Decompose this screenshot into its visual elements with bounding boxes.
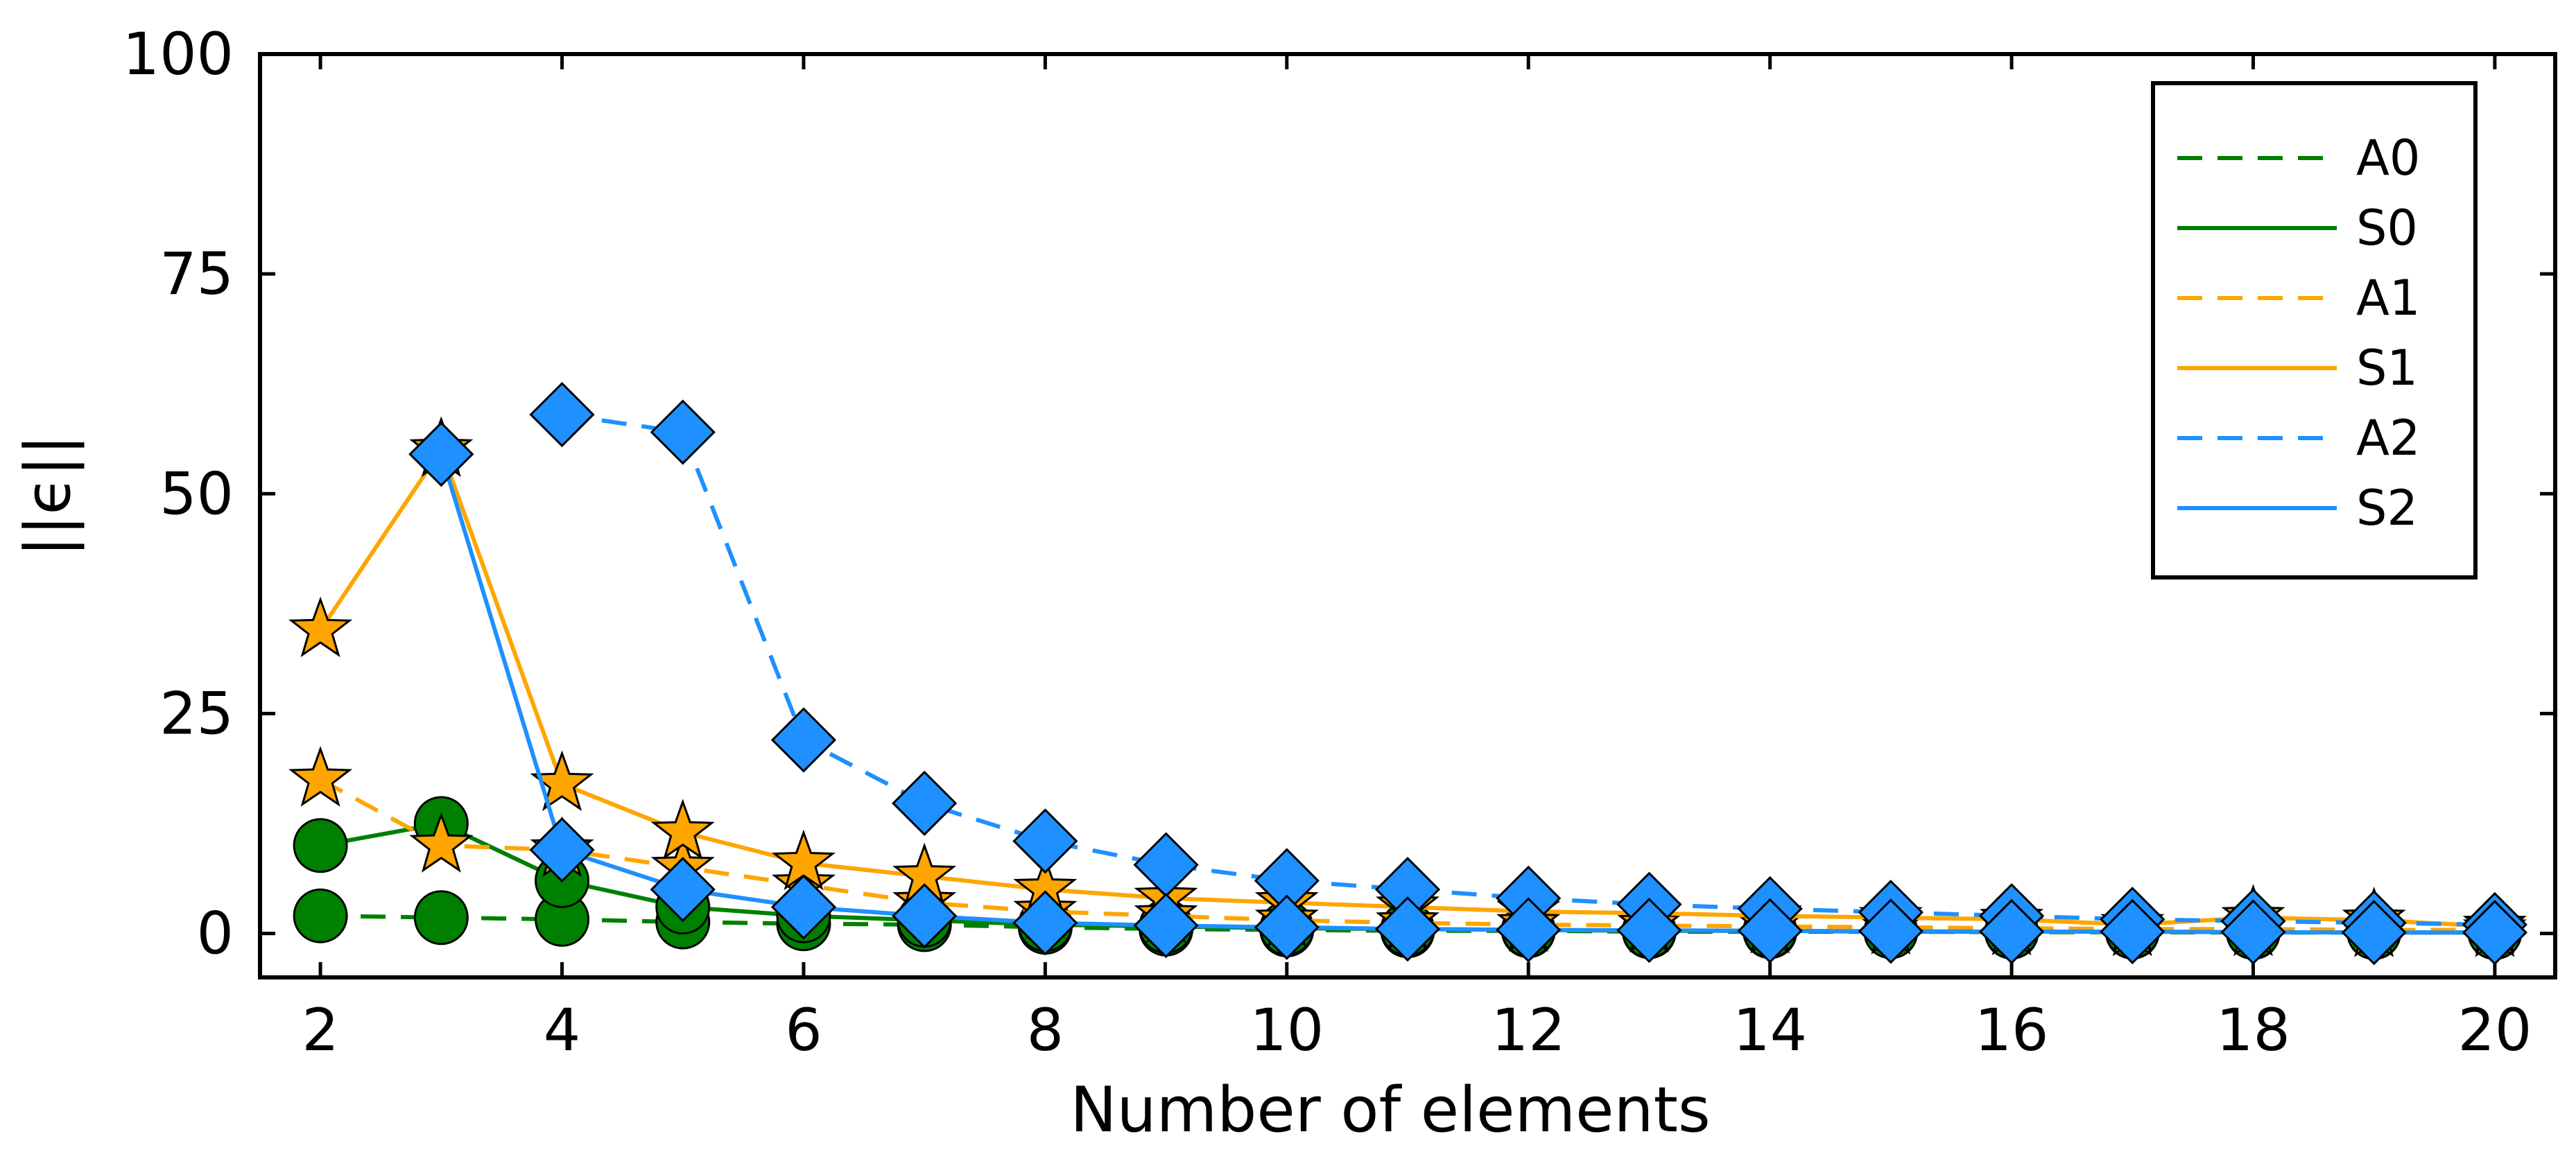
series-layer xyxy=(288,381,2528,966)
data-point-star xyxy=(288,596,353,658)
x-tick-label: 20 xyxy=(2457,996,2532,1064)
y-tick-label: 25 xyxy=(159,679,234,747)
x-tick-label: 6 xyxy=(785,996,822,1064)
data-point-diamond xyxy=(1012,808,1078,874)
legend: A0 S0 A1 S1 A2 S2 xyxy=(2151,81,2478,580)
y-axis-label: ||ϵ|| xyxy=(12,435,85,557)
data-point-diamond xyxy=(1616,898,1682,964)
y-tick-label: 75 xyxy=(159,240,234,308)
plot-frame xyxy=(258,52,2557,979)
data-point-circle xyxy=(293,818,348,873)
x-tick-label: 14 xyxy=(1733,996,1807,1064)
data-point-circle xyxy=(413,890,469,946)
legend-box xyxy=(2151,81,2478,580)
data-point-diamond xyxy=(650,857,716,923)
series-line xyxy=(562,412,2495,927)
plot-area xyxy=(258,52,2557,979)
data-point-diamond xyxy=(650,399,716,465)
x-tick-label: 18 xyxy=(2216,996,2290,1064)
data-point-star xyxy=(409,812,474,873)
data-point-diamond xyxy=(892,770,958,836)
legend-label: A2 xyxy=(2356,410,2420,467)
data-point-diamond xyxy=(1737,898,1803,964)
data-point-diamond xyxy=(1978,898,2045,965)
data-point-diamond xyxy=(1374,896,1441,962)
data-point-diamond xyxy=(2100,898,2166,965)
data-point-diamond xyxy=(529,817,595,883)
y-tick-label: 0 xyxy=(197,900,234,968)
data-point-diamond xyxy=(408,421,474,487)
x-tick-label: 2 xyxy=(302,996,338,1064)
x-tick-label: 12 xyxy=(1492,996,1566,1064)
y-tick-label: 100 xyxy=(123,20,234,88)
data-point-star xyxy=(288,746,353,807)
y-axis-ticks: 0 25 50 75 100 xyxy=(123,20,2555,968)
data-point-diamond xyxy=(2220,899,2286,965)
legend-label: A1 xyxy=(2356,270,2420,326)
x-tick-label: 10 xyxy=(1250,996,1324,1064)
x-axis-label: Number of elements xyxy=(1070,1074,1711,1147)
data-point-diamond xyxy=(1133,893,1199,959)
series-S2 xyxy=(408,421,2528,966)
legend-label: S1 xyxy=(2356,340,2418,397)
data-point-star xyxy=(650,799,715,860)
y-tick-label: 50 xyxy=(159,460,234,528)
data-point-circle xyxy=(293,888,348,943)
data-point-diamond xyxy=(2462,900,2528,966)
data-point-diamond xyxy=(1496,897,1562,963)
data-point-diamond xyxy=(1858,898,1924,964)
data-point-diamond xyxy=(1012,890,1078,956)
data-point-diamond xyxy=(770,707,837,773)
data-point-diamond xyxy=(770,874,837,940)
legend-label: S2 xyxy=(2356,480,2418,537)
data-point-diamond xyxy=(529,381,595,448)
x-axis-ticks: 2 4 6 8 10 12 14 16 18 20 xyxy=(302,54,2532,1064)
legend-label: S0 xyxy=(2356,200,2418,256)
data-point-diamond xyxy=(1254,894,1320,960)
x-tick-label: 8 xyxy=(1027,996,1064,1064)
x-tick-label: 16 xyxy=(1975,996,2049,1064)
legend-label: A0 xyxy=(2356,130,2420,186)
x-tick-label: 4 xyxy=(544,996,580,1064)
data-point-diamond xyxy=(892,883,958,949)
data-point-diamond xyxy=(2341,900,2407,966)
